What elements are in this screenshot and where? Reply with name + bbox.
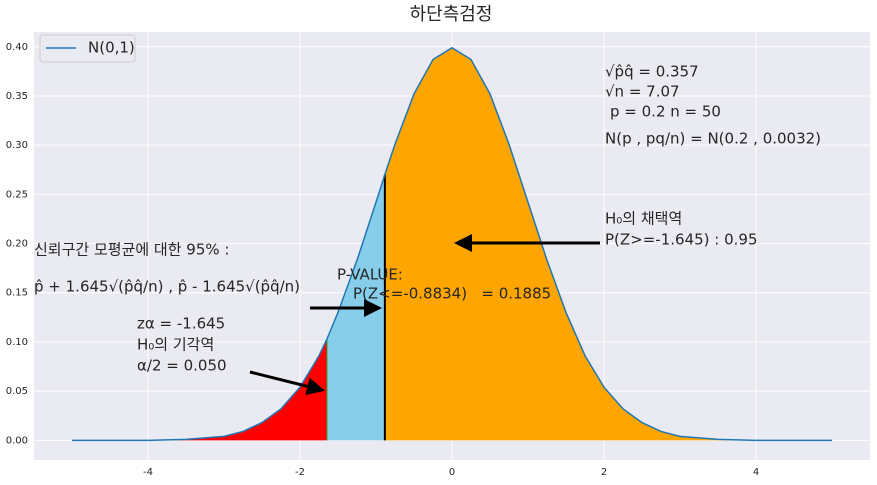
y-tick-label: 0.10 [6, 337, 28, 348]
annotation: √n = 7.07 [605, 83, 680, 101]
y-tick-label: 0.25 [6, 189, 28, 200]
legend-box [39, 34, 136, 63]
annotation: p̂ + 1.645√(p̂q̂/n) , p̂ - 1.645√(p̂q̂/n… [34, 278, 300, 296]
y-tick-label: 0.40 [6, 42, 28, 53]
x-tick-label: 0 [449, 467, 455, 478]
curve [72, 46, 832, 442]
y-tick-label: 0.00 [6, 435, 28, 446]
y-tick-label: 0.20 [6, 239, 28, 250]
y-tick-label: 0.30 [6, 140, 28, 151]
annotation: H₀의 채택역 [605, 210, 682, 228]
annotation: √p̂q̂ = 0.357 [605, 63, 699, 81]
annotation: H₀의 기각역 [137, 336, 214, 354]
x-tick-label: 2 [601, 467, 607, 478]
x-tick-label: 4 [753, 467, 759, 478]
y-tick-label: 0.15 [6, 288, 28, 299]
annotation: P-VALUE: [337, 266, 403, 284]
x-tick-label: -4 [143, 467, 153, 478]
annotation: α/2 = 0.050 [137, 357, 227, 375]
annotation: P(Z>=-1.645) : 0.95 [605, 231, 758, 249]
x-tick-label: -2 [295, 467, 305, 478]
annotation: p = 0.2 n = 50 [610, 103, 721, 121]
region [72, 338, 327, 441]
legend-label: N(0,1) [88, 39, 135, 57]
arrow [249, 370, 325, 396]
annotation: zα = -1.645 [137, 315, 225, 333]
annotation: N(p , pq/n) = N(0.2 , 0.0032) [605, 130, 821, 148]
y-tick-label: 0.05 [6, 386, 28, 397]
y-tick-label: 0.35 [6, 91, 28, 102]
annotation: 신뢰구간 모평균에 대한 95% : [34, 241, 229, 259]
chart-title: 하단측검정 [410, 4, 493, 25]
annotation: P(Z<=-0.8834) = 0.1885 [353, 285, 551, 303]
region [384, 47, 832, 441]
